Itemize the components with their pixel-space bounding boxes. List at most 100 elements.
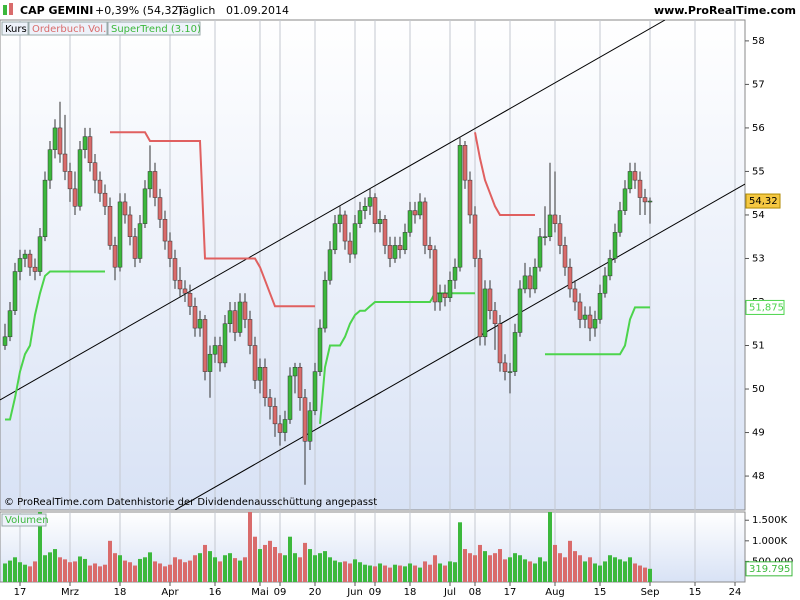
volume-bar: [343, 561, 347, 582]
volume-bar: [533, 563, 537, 582]
y-tick-label: 54: [752, 210, 765, 221]
volume-bar: [583, 561, 587, 582]
candle-body: [542, 236, 548, 238]
tab-label[interactable]: Orderbuch Vol.: [32, 24, 106, 35]
volume-bar: [363, 564, 367, 582]
candle-body: [237, 301, 243, 333]
candle-body: [447, 279, 453, 298]
candle-body: [222, 323, 228, 364]
candle-body: [127, 214, 133, 237]
volume-bar: [78, 556, 82, 582]
supertrend-label: 51,875: [749, 302, 784, 313]
candle-body: [457, 145, 463, 268]
x-tick-label: Mrz: [61, 587, 79, 598]
price-panel: [0, 19, 746, 511]
candle-body: [277, 423, 283, 433]
candle-body: [52, 127, 58, 150]
supertrend-tag: [745, 299, 785, 315]
volume-bar: [43, 555, 47, 582]
volume-bar: [383, 565, 387, 582]
volume-bar: [208, 551, 212, 582]
credit-note: © ProRealTime.com Datenhistorie der Divi…: [4, 497, 377, 508]
candle-body: [477, 258, 483, 338]
volume-bar: [638, 565, 642, 582]
x-tick-label: Apr: [161, 587, 179, 598]
x-tick-label: 09: [274, 587, 287, 598]
candle-body: [242, 301, 248, 320]
y-tick-label: 49: [752, 428, 765, 439]
candle-body: [272, 406, 278, 425]
header-icon: [3, 5, 7, 15]
candle-body: [607, 258, 613, 277]
volume-bar: [73, 561, 77, 582]
candle-body: [102, 192, 108, 207]
volume-bar: [293, 553, 297, 582]
candle-body: [577, 301, 583, 320]
candle-body: [602, 275, 608, 294]
y-tick-label: 57: [752, 79, 765, 90]
volume-bar: [443, 565, 447, 582]
volume-bar: [358, 562, 362, 582]
candle-body: [552, 214, 558, 224]
volume-bar: [558, 553, 562, 582]
volume-bar: [633, 563, 637, 582]
volume-bar: [318, 553, 322, 582]
volume-bar: [578, 555, 582, 582]
candle-body: [37, 236, 43, 272]
volume-bar: [128, 562, 132, 582]
volume-bar: [173, 557, 177, 582]
candle-body: [32, 266, 38, 272]
volume-bar: [53, 549, 57, 582]
volume-bar: [168, 564, 172, 582]
volume-bar: [33, 561, 37, 582]
volume-bar: [428, 564, 432, 582]
volume-bar: [518, 555, 522, 582]
volume-bar: [13, 557, 17, 582]
volume-bar: [178, 559, 182, 582]
candle-body: [142, 188, 148, 224]
x-tick-label: 17: [504, 587, 517, 598]
volume-bar: [593, 563, 597, 582]
candle-body: [632, 171, 638, 181]
volume-bar: [543, 561, 547, 582]
volume-bar: [413, 565, 417, 582]
candle-body: [307, 410, 313, 442]
volume-title[interactable]: Volumen: [5, 515, 49, 526]
volume-bar: [38, 512, 42, 582]
x-tick-label: Aug: [545, 587, 565, 598]
candle-body: [582, 314, 588, 320]
trendline: [174, 183, 745, 510]
legend-entry[interactable]: SuperTrend (3.10): [111, 24, 201, 35]
candle-body: [597, 293, 603, 320]
candle-body: [257, 367, 263, 381]
candle-body: [217, 345, 223, 364]
volume-bar: [513, 553, 517, 582]
candle-body: [72, 188, 78, 207]
candle-body: [467, 179, 473, 216]
candle-body: [432, 249, 438, 303]
candle-body: [202, 319, 208, 372]
candle-body: [262, 367, 268, 398]
tab-label[interactable]: Kurs: [5, 24, 27, 35]
candle-body: [17, 258, 23, 272]
x-tick-label: 18: [404, 587, 417, 598]
candle-body: [437, 293, 443, 303]
volume-tag: [745, 561, 793, 577]
last-price-tag: [745, 193, 781, 209]
candle-body: [282, 419, 288, 433]
volume-bar: [563, 557, 567, 582]
candle-body: [547, 214, 553, 237]
candle-body: [612, 232, 618, 259]
volume-bar: [313, 555, 317, 582]
candle-body: [482, 288, 488, 338]
volume-bar: [333, 560, 337, 582]
candle-body: [57, 127, 63, 155]
candle-body: [592, 319, 598, 329]
candle-body: [322, 279, 328, 329]
volume-bar: [88, 565, 92, 582]
volume-bar: [263, 544, 267, 582]
volume-bar: [448, 561, 452, 582]
volume-bar: [93, 563, 97, 582]
volume-bar: [308, 549, 312, 582]
y-tick-label: 56: [752, 123, 765, 134]
